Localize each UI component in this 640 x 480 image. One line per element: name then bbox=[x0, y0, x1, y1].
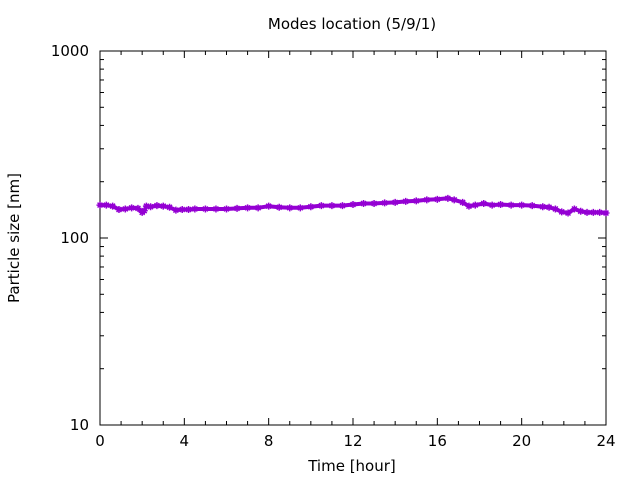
y-tick-label: 1000 bbox=[51, 42, 89, 60]
data-point-marker bbox=[191, 205, 199, 213]
data-point-marker bbox=[577, 207, 585, 215]
data-point-marker bbox=[551, 205, 559, 213]
data-point-marker bbox=[166, 203, 174, 211]
plot-frame bbox=[99, 50, 607, 426]
y-tick-labels: 10 100 1000 bbox=[51, 42, 89, 434]
data-point-marker bbox=[444, 194, 452, 202]
data-point-marker bbox=[488, 201, 496, 209]
data-point-marker bbox=[480, 199, 488, 207]
data-point-marker bbox=[296, 204, 304, 212]
data-point-marker bbox=[172, 206, 180, 214]
data-point-marker bbox=[201, 205, 209, 213]
data-point-marker bbox=[212, 205, 220, 213]
data-point-marker bbox=[254, 204, 262, 212]
data-point-marker bbox=[185, 206, 193, 214]
data-point-marker bbox=[528, 202, 536, 210]
data-point-marker bbox=[497, 201, 505, 209]
x-tick-label: 20 bbox=[512, 432, 531, 450]
data-point-marker bbox=[128, 204, 136, 212]
data-point-marker bbox=[583, 208, 591, 216]
data-point-marker bbox=[121, 205, 129, 213]
data-point-marker bbox=[328, 202, 336, 210]
y-tick-label: 10 bbox=[70, 416, 89, 434]
data-point-marker bbox=[450, 196, 458, 204]
data-point-marker bbox=[142, 202, 150, 210]
data-point-marker bbox=[459, 198, 467, 206]
data-point-marker bbox=[589, 208, 597, 216]
x-tick-label: 0 bbox=[95, 432, 105, 450]
data-point-marker bbox=[134, 204, 142, 212]
x-tick-label: 16 bbox=[428, 432, 447, 450]
data-point-marker bbox=[140, 207, 148, 215]
data-point-marker bbox=[286, 204, 294, 212]
data-point-marker bbox=[360, 199, 368, 207]
data-point-marker bbox=[391, 198, 399, 206]
data-point-marker bbox=[244, 204, 252, 212]
data-point-marker bbox=[159, 202, 167, 210]
x-axis-label: Time [hour] bbox=[307, 457, 396, 475]
data-point-marker bbox=[349, 201, 357, 209]
x-tick-label: 4 bbox=[180, 432, 190, 450]
data-point-marker bbox=[223, 205, 230, 213]
data-point-marker bbox=[109, 202, 117, 210]
data-point-marker bbox=[96, 201, 104, 209]
data-point-marker bbox=[570, 205, 578, 213]
data-point-marker bbox=[233, 204, 241, 212]
data-point-marker bbox=[423, 196, 431, 204]
x-tick-label: 24 bbox=[596, 432, 615, 450]
x-tick-labels: 0 4 8 12 16 20 24 bbox=[95, 432, 615, 450]
chart-title: Modes location (5/9/1) bbox=[268, 15, 436, 33]
data-point-marker bbox=[518, 201, 526, 209]
data-point-marker bbox=[471, 201, 479, 209]
data-point-marker bbox=[545, 203, 553, 211]
y-tick-label: 100 bbox=[60, 229, 89, 247]
data-point-marker bbox=[147, 203, 155, 211]
data-point-marker bbox=[153, 202, 161, 210]
data-point-marker bbox=[275, 203, 283, 211]
data-point-marker bbox=[178, 206, 186, 214]
data-point-marker bbox=[115, 206, 123, 214]
data-point-marker bbox=[507, 201, 515, 209]
data-point-marker bbox=[102, 201, 110, 209]
data-point-marker bbox=[265, 202, 273, 210]
data-point-marker bbox=[539, 203, 547, 211]
data-point-marker bbox=[602, 209, 610, 217]
series-layer bbox=[96, 194, 610, 217]
data-point-marker bbox=[402, 197, 410, 205]
data-point-marker bbox=[338, 202, 346, 210]
data-point-marker bbox=[412, 197, 420, 205]
data-point-marker bbox=[370, 199, 378, 207]
data-point-marker bbox=[317, 202, 325, 210]
y-axis-label: Particle size [nm] bbox=[5, 173, 23, 303]
axis-ticks bbox=[99, 50, 607, 426]
data-point-marker bbox=[381, 199, 389, 207]
x-tick-label: 8 bbox=[264, 432, 274, 450]
data-point-marker bbox=[307, 203, 315, 211]
data-point-marker bbox=[433, 195, 441, 203]
data-point-marker bbox=[564, 209, 572, 217]
data-point-marker bbox=[596, 208, 604, 216]
data-point-marker bbox=[465, 202, 473, 210]
x-tick-label: 12 bbox=[343, 432, 362, 450]
data-point-marker bbox=[558, 208, 566, 216]
